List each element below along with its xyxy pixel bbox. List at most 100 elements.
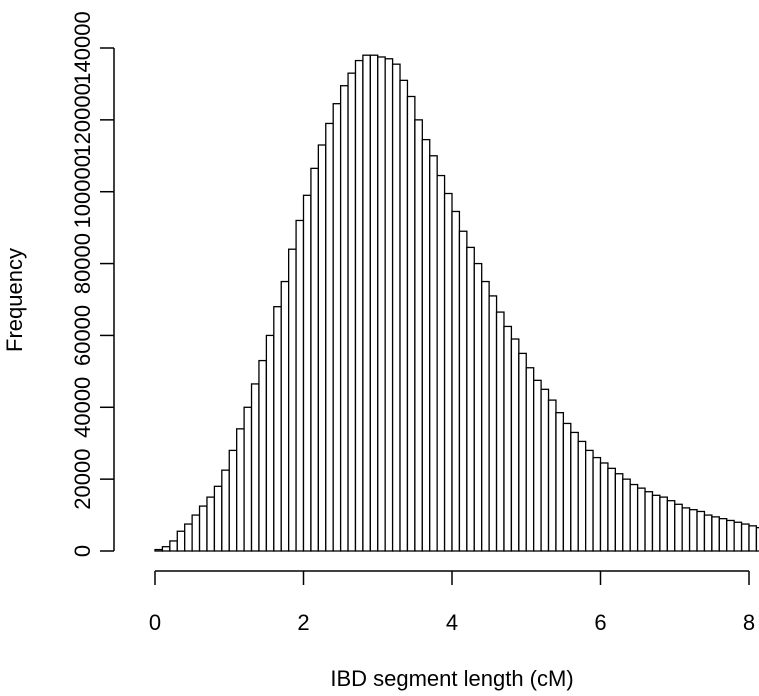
- y-tick-label: 60000: [70, 305, 95, 366]
- histogram-bar: [221, 469, 230, 552]
- histogram-bar: [169, 540, 178, 552]
- x-tick-label: 8: [743, 610, 755, 635]
- histogram-bar: [339, 85, 349, 552]
- histogram-bar: [466, 246, 475, 552]
- histogram-bar: [718, 518, 728, 552]
- histogram-bar: [585, 449, 594, 552]
- histogram-bar: [622, 478, 631, 552]
- histogram-bars: [154, 54, 759, 552]
- histogram-bar: [733, 521, 743, 552]
- histogram-bar: [481, 280, 490, 552]
- histogram-bar: [154, 548, 164, 552]
- histogram-bar: [473, 262, 483, 552]
- x-axis-label: IBD segment length (cM): [330, 666, 573, 691]
- histogram-bar: [399, 79, 409, 552]
- x-tick-label: 4: [446, 610, 458, 635]
- histogram-bar: [191, 514, 201, 552]
- histogram-bar: [607, 467, 616, 552]
- histogram-bar: [184, 523, 193, 552]
- histogram-bar: [547, 399, 557, 552]
- histogram-bar: [748, 525, 758, 552]
- histogram-bar: [755, 527, 759, 552]
- histogram-bar: [287, 248, 297, 552]
- histogram-bar: [555, 412, 565, 552]
- histogram-bar: [703, 514, 713, 552]
- histogram-bar: [295, 219, 305, 552]
- histogram-bar: [629, 483, 639, 552]
- histogram-bar: [228, 449, 238, 552]
- histogram-bar: [592, 456, 602, 552]
- histogram-bar: [525, 367, 535, 552]
- histogram-bar: [540, 388, 550, 552]
- histogram-bar: [599, 462, 609, 552]
- x-tick-label: 2: [297, 610, 309, 635]
- x-axis: 0 2 4 6 8: [149, 570, 755, 635]
- histogram-bar: [347, 72, 357, 552]
- histogram-bar: [176, 530, 186, 552]
- histogram-bar: [495, 311, 505, 552]
- histogram-bar: [206, 496, 216, 552]
- histogram-bar: [377, 56, 386, 552]
- y-tick-label: 140000: [70, 11, 95, 84]
- histogram-bar: [250, 383, 260, 552]
- histogram-bar: [273, 306, 282, 552]
- histogram-bar: [362, 54, 371, 552]
- histogram-bar: [414, 119, 423, 552]
- histogram-bar: [436, 174, 446, 552]
- histogram-bar: [711, 516, 720, 552]
- histogram-bar: [429, 155, 438, 552]
- x-tick-label: 0: [149, 610, 161, 635]
- histogram-bar: [265, 334, 275, 552]
- y-tick-label: 80000: [70, 233, 95, 294]
- histogram-bar: [310, 167, 320, 552]
- histogram-bar: [236, 428, 245, 552]
- histogram-bar: [510, 338, 520, 552]
- histogram-bar: [488, 295, 498, 552]
- histogram-bar: [696, 510, 706, 552]
- histogram-bar: [391, 63, 401, 552]
- histogram-bar: [354, 59, 364, 552]
- y-tick-label: 40000: [70, 377, 95, 438]
- histogram-bar: [161, 546, 171, 552]
- histogram-bar: [562, 422, 572, 552]
- histogram-bar: [458, 230, 468, 552]
- histogram-bar: [659, 496, 668, 552]
- y-tick-label: 20000: [70, 449, 95, 510]
- histogram-bar: [451, 210, 461, 552]
- histogram-bar: [518, 352, 527, 552]
- histogram-bar: [666, 500, 676, 552]
- histogram-bar: [674, 503, 683, 552]
- histogram-bar: [570, 431, 579, 552]
- histogram-bar: [651, 494, 661, 552]
- histogram-bar: [614, 473, 624, 552]
- histogram-bar: [577, 440, 587, 552]
- histogram-bar: [317, 144, 327, 552]
- y-tick-label: 100000: [70, 155, 95, 228]
- histogram-bar: [688, 509, 698, 552]
- histogram-bar: [740, 523, 750, 552]
- y-axis-label: Frequency: [2, 248, 27, 352]
- histogram-bar: [726, 519, 735, 552]
- histogram-bar: [406, 95, 416, 552]
- histogram-bar: [302, 194, 312, 552]
- y-tick-label: 0: [70, 545, 95, 557]
- histogram-bar: [644, 491, 654, 552]
- x-tick-label: 6: [594, 610, 606, 635]
- histogram-bar: [443, 192, 453, 552]
- histogram-bar: [280, 280, 290, 552]
- histogram-bar: [681, 507, 691, 552]
- histogram-bar: [213, 485, 223, 552]
- y-tick-label: 120000: [70, 83, 95, 156]
- histogram-bar: [421, 138, 431, 552]
- histogram-bar: [332, 103, 342, 552]
- histogram-bar: [533, 379, 542, 552]
- histogram-bar: [369, 54, 379, 552]
- histogram-bar: [503, 325, 513, 552]
- histogram-bar: [243, 406, 253, 552]
- histogram-bar: [636, 487, 646, 552]
- histogram-bar: [198, 505, 208, 552]
- histogram-bar: [384, 58, 394, 552]
- histogram-bar: [258, 359, 268, 552]
